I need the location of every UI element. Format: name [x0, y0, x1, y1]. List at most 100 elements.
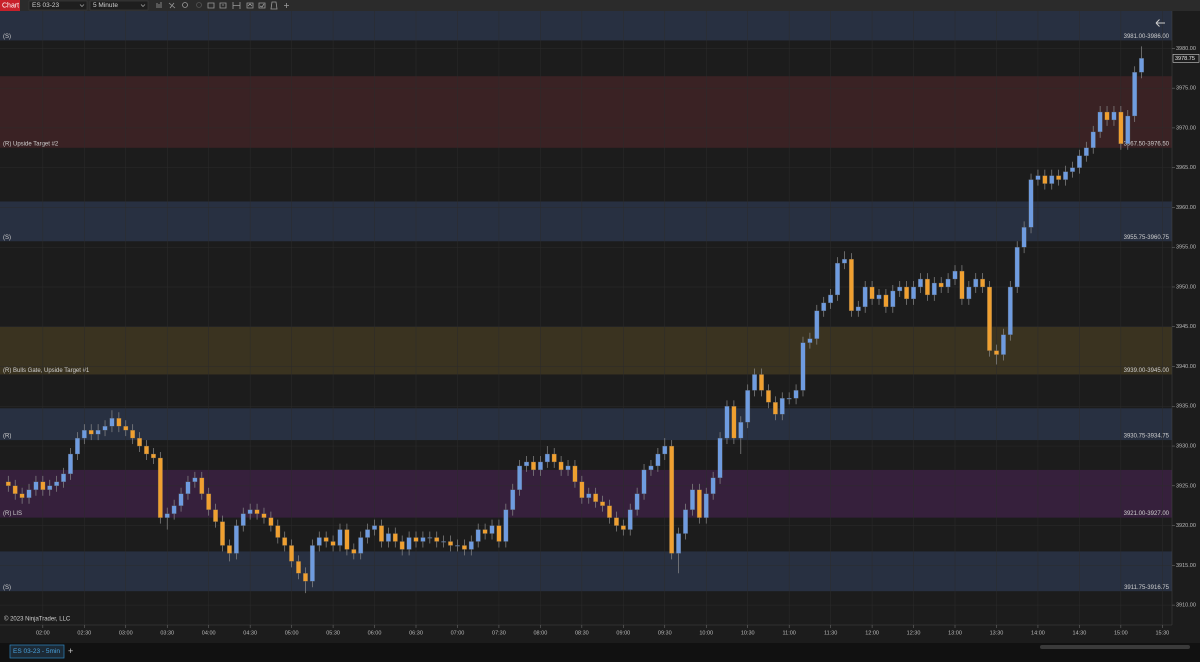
- x-tick-label: 12:30: [907, 630, 921, 636]
- x-tick-label: 06:00: [368, 630, 382, 636]
- candle-body: [448, 541, 453, 546]
- candle-body: [669, 445, 675, 554]
- candle-body: [1056, 175, 1062, 180]
- candle-body: [807, 338, 813, 343]
- candle-body: [330, 541, 336, 546]
- candle-body: [855, 306, 861, 311]
- zone: [0, 408, 1172, 441]
- candle-body: [344, 529, 350, 550]
- y-tick-label: 3955.00: [1176, 245, 1196, 251]
- toolbar-icons: [156, 1, 289, 10]
- chart-tab-item[interactable]: [9, 644, 65, 659]
- x-tick-label: 03:00: [119, 630, 133, 636]
- candle-body: [510, 489, 516, 510]
- x-tick-label: 11:00: [782, 630, 795, 636]
- zone: [0, 551, 1172, 592]
- candle-body: [779, 398, 785, 415]
- y-tick-label: 3940.00: [1176, 364, 1196, 370]
- candle-body: [1014, 247, 1020, 288]
- candle-body: [399, 541, 405, 550]
- candle-body: [144, 445, 149, 455]
- candle-body: [558, 461, 564, 471]
- candle-body: [1118, 111, 1124, 144]
- x-tick-label: 05:30: [326, 630, 340, 636]
- candle-body: [372, 525, 377, 530]
- candle-body: [551, 453, 557, 463]
- draw-icon[interactable]: [168, 2, 176, 9]
- zone: [0, 11, 1172, 41]
- scrollbar[interactable]: [1040, 645, 1190, 649]
- candle-body: [282, 537, 288, 546]
- alert-icon[interactable]: [270, 1, 278, 10]
- candle-body: [627, 509, 633, 530]
- candle-body: [966, 286, 972, 300]
- candle-body: [620, 525, 626, 530]
- interval-label: 5 Minute: [93, 2, 118, 9]
- candle-body: [931, 282, 937, 296]
- add-tab[interactable]: +: [68, 646, 73, 656]
- candle-body: [227, 545, 232, 554]
- candle-body: [323, 537, 329, 542]
- candle-body: [890, 290, 896, 308]
- indicator-icon[interactable]: [232, 2, 241, 9]
- dropdown-arrow: [79, 4, 85, 7]
- candle-body: [876, 294, 882, 300]
- candle-body: [268, 517, 274, 526]
- candle-body: [406, 537, 412, 550]
- candle-body: [1077, 155, 1082, 168]
- chart-tab[interactable]: [0, 0, 20, 11]
- candle-body: [81, 429, 87, 439]
- snapshot-icon[interactable]: [258, 2, 266, 9]
- candle-body: [517, 465, 523, 490]
- more-icon[interactable]: [284, 3, 289, 8]
- candle-body: [233, 525, 239, 554]
- candle-body: [924, 278, 930, 296]
- candle-body: [171, 505, 177, 514]
- candle-body: [137, 437, 142, 447]
- candle-body: [1097, 111, 1103, 133]
- zones: (S) 3981.00-3986.00 (R) Upside Target #2 39…: [0, 11, 1172, 592]
- candle-body: [544, 453, 550, 463]
- candle-body: [482, 529, 488, 534]
- back-arrow[interactable]: [1155, 19, 1165, 27]
- candle-body: [1028, 179, 1034, 228]
- candle-body: [738, 422, 744, 439]
- candle-body: [26, 489, 32, 498]
- candle-body: [572, 465, 578, 482]
- template-icon[interactable]: [246, 2, 254, 9]
- candle-body: [994, 350, 999, 355]
- props-icon[interactable]: [207, 2, 215, 9]
- zoom-icon[interactable]: [182, 2, 188, 8]
- bars-icon[interactable]: [156, 2, 162, 8]
- zoom-out-icon[interactable]: [196, 2, 202, 8]
- candle-body: [461, 545, 467, 550]
- candle-body: [1111, 111, 1117, 121]
- zone-range-label: 3955.75-3960.75: [1124, 235, 1170, 241]
- candle-body: [303, 573, 308, 582]
- candle-body: [821, 302, 827, 311]
- interval-select[interactable]: [89, 0, 149, 11]
- zone-label: (R): [3, 434, 11, 440]
- strategy-icon[interactable]: [219, 2, 227, 9]
- y-tick-label: 3920.00: [1176, 523, 1196, 529]
- instrument-select[interactable]: [28, 0, 88, 11]
- candle-body: [309, 545, 315, 582]
- candle-body: [1035, 175, 1041, 180]
- x-tick-label: 13:30: [990, 630, 1004, 636]
- candle-body: [600, 501, 605, 506]
- candle-body: [496, 525, 502, 542]
- candle-body: [468, 541, 474, 550]
- candle-body: [88, 429, 94, 435]
- y-tick-label: 3970.00: [1176, 125, 1196, 131]
- candle-body: [565, 465, 571, 471]
- zone-range-label: 3967.50-3976.50: [1124, 141, 1170, 147]
- candle-body: [793, 390, 799, 399]
- candle-body: [1070, 167, 1075, 172]
- candle-body: [441, 541, 447, 543]
- candle-body: [1063, 171, 1068, 180]
- x-tick-label: 04:30: [243, 630, 257, 636]
- candle-body: [973, 278, 979, 288]
- candle-body: [275, 525, 281, 538]
- candle-body: [68, 453, 73, 475]
- candle-body: [199, 477, 205, 494]
